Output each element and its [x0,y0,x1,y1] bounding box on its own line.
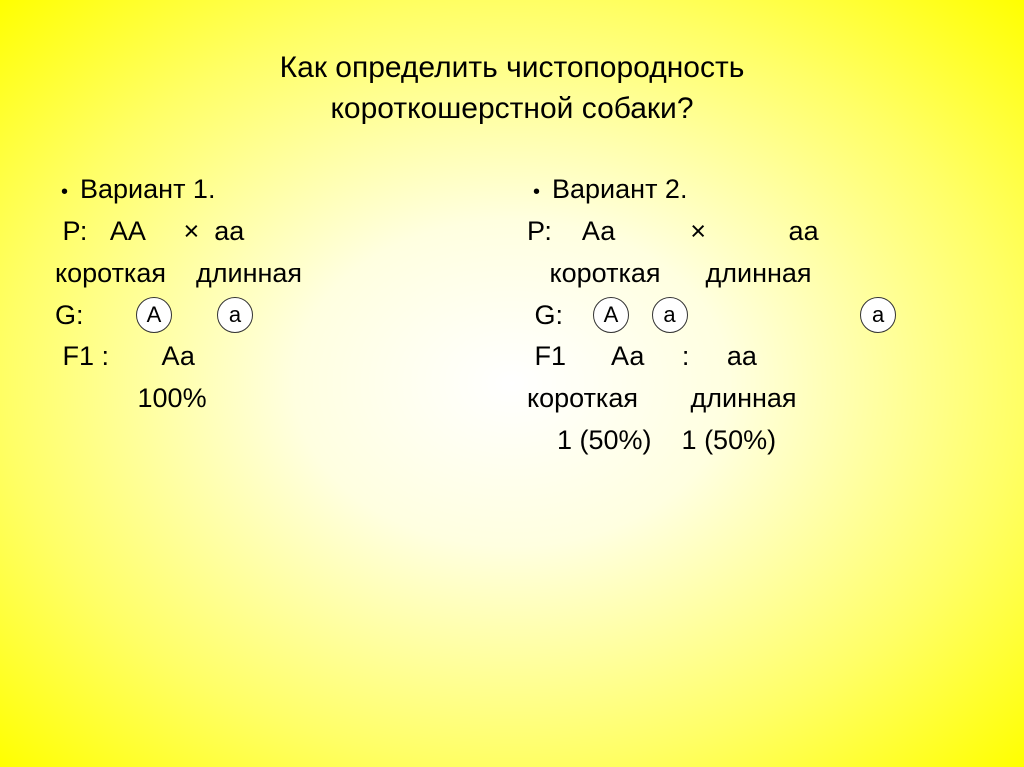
variant-2-header-row: • Вариант 2. [527,169,969,211]
v1-g-label: G: [55,295,136,337]
bullet-icon: • [533,177,540,208]
v2-g-label: G: [527,295,593,337]
v2-gametes-row: G: А а а [527,295,969,337]
gamete-circle: а [652,297,688,333]
v1-phenotypes: короткая длинная [55,253,497,295]
v1-f1: F1 : Аа [55,336,497,378]
v1-percent: 100% [55,378,497,420]
variant-1-column: • Вариант 1. Р: АА × аа короткая длинная… [55,169,517,462]
gamete-circle: А [593,297,629,333]
variant-2-header: Вариант 2. [552,169,687,211]
variant-1-header-row: • Вариант 1. [55,169,497,211]
v1-gametes-row: G: А а [55,295,497,337]
gamete-circle: а [860,297,896,333]
v2-parents: Р: Аа × аа [527,211,969,253]
content-area: • Вариант 1. Р: АА × аа короткая длинная… [0,129,1024,462]
v2-phenotypes-1: короткая длинная [527,253,969,295]
variant-1-header: Вариант 1. [80,169,215,211]
variant-2-column: • Вариант 2. Р: Аа × аа короткая длинная… [517,169,969,462]
v2-ratio: 1 (50%) 1 (50%) [527,420,969,462]
v1-parents: Р: АА × аа [55,211,497,253]
bullet-icon: • [61,177,68,208]
v2-f1: F1 Аа : аа [527,336,969,378]
gamete-spacer [629,295,652,337]
gamete-spacer [688,295,861,337]
slide-title: Как определить чистопородность короткоше… [0,0,1024,129]
gamete-circle: А [136,297,172,333]
v2-phenotypes-2: короткая длинная [527,378,969,420]
title-line-1: Как определить чистопородность [280,51,745,84]
title-line-2: короткошерстной собаки? [330,92,693,125]
gamete-circle: а [217,297,253,333]
gamete-spacer [172,295,217,337]
